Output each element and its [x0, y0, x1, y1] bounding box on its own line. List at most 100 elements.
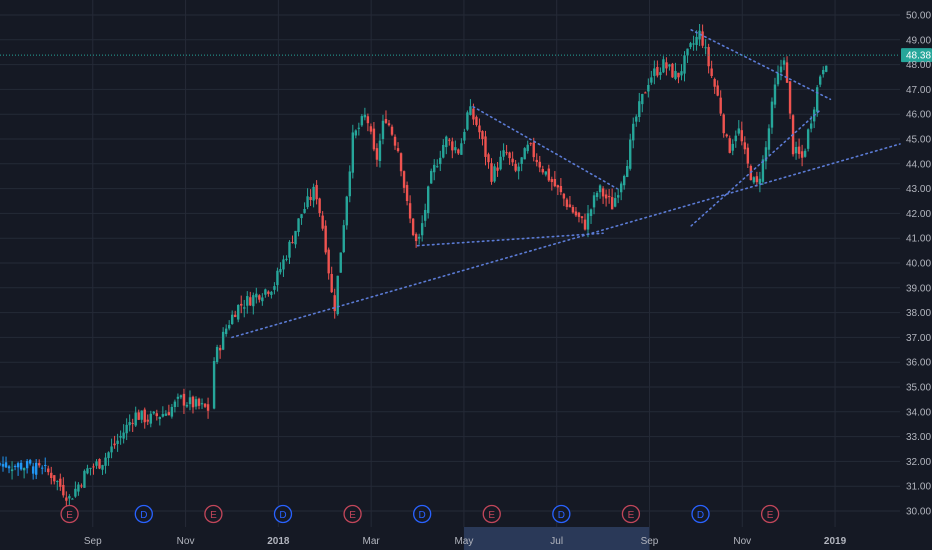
candle	[758, 171, 762, 193]
earnings-marker[interactable]: E	[204, 504, 223, 524]
candle-body	[414, 234, 418, 242]
trendline-mid-support[interactable]	[416, 232, 604, 247]
candle	[825, 65, 828, 73]
candle	[665, 57, 668, 76]
candle-body	[577, 212, 581, 217]
candle	[680, 64, 683, 81]
last-price-label: 48.38	[906, 51, 931, 62]
candle-body	[701, 31, 704, 46]
trendline-long-support[interactable]	[231, 143, 901, 339]
price-axis-label: 40.00	[906, 259, 931, 270]
candle-body	[369, 126, 373, 132]
candle-body	[454, 147, 457, 151]
candle	[98, 458, 101, 470]
candle-body	[125, 424, 128, 434]
earnings-marker[interactable]: E	[343, 504, 362, 524]
candle-body	[767, 128, 771, 150]
candle	[309, 189, 312, 206]
candle	[131, 418, 134, 432]
candle-body	[613, 198, 617, 207]
candle	[505, 144, 508, 156]
candle-body	[28, 460, 32, 464]
candle	[487, 152, 490, 169]
candle-body	[318, 198, 321, 214]
candle-body	[743, 142, 747, 150]
candle-body	[137, 412, 140, 420]
candle	[197, 397, 201, 410]
candle	[140, 410, 143, 424]
candle	[776, 65, 780, 87]
candle	[80, 483, 83, 489]
candle	[303, 202, 306, 214]
candle	[28, 458, 32, 466]
candle-body	[505, 152, 508, 154]
candle-body	[629, 139, 632, 169]
candle	[59, 473, 62, 491]
candle	[104, 452, 107, 474]
candle	[803, 148, 807, 158]
candle-body	[550, 179, 554, 182]
candle-body	[411, 218, 415, 236]
candle	[601, 186, 605, 204]
candle	[167, 404, 171, 416]
candle	[499, 150, 502, 171]
price-axis-label: 49.00	[906, 35, 931, 46]
event-marker-circle	[413, 504, 432, 524]
candle-body	[41, 467, 44, 469]
candle	[107, 451, 110, 466]
candle-body	[83, 470, 86, 488]
time-axis-label: Jul	[550, 536, 563, 547]
candle	[252, 292, 255, 315]
price-axis[interactable]: 30.00 31.00 32.00 33.00 34.00 35.00 36.00 37.00…	[906, 11, 931, 518]
candle-body	[619, 183, 623, 193]
candle	[547, 164, 551, 183]
time-axis[interactable]: Sep Nov 2018 Mar May Jul Sep Nov 2019	[84, 527, 847, 550]
candle-body	[378, 140, 382, 161]
candle-body	[683, 55, 686, 74]
candle	[113, 435, 116, 449]
candle-body	[327, 249, 330, 274]
earnings-marker[interactable]: E	[760, 504, 780, 524]
candle-body	[182, 393, 186, 406]
candle	[206, 397, 210, 419]
earnings-marker[interactable]: E	[60, 504, 79, 524]
candle-body	[677, 72, 680, 78]
candle	[321, 211, 324, 231]
candle	[56, 480, 59, 491]
trendline-nov-uptrend[interactable]	[690, 108, 822, 227]
earnings-marker[interactable]: E	[621, 504, 641, 524]
price-axis-label: 36.00	[906, 358, 931, 369]
candle-body	[598, 185, 602, 193]
candle-body	[800, 151, 804, 158]
candle-body	[707, 47, 710, 67]
dividend-marker[interactable]: D	[413, 504, 432, 524]
candle-body	[149, 413, 152, 424]
candle	[203, 403, 207, 409]
candle	[261, 293, 264, 306]
candle-body	[212, 361, 216, 409]
candle	[439, 150, 442, 172]
candle	[782, 57, 786, 71]
candle	[466, 110, 469, 131]
candle	[508, 151, 511, 165]
dividend-marker[interactable]: D	[273, 504, 293, 524]
candle-body	[595, 192, 599, 197]
candle	[13, 464, 17, 471]
dividend-marker[interactable]: D	[691, 504, 710, 524]
price-axis-label: 46.00	[906, 110, 931, 121]
earnings-marker[interactable]: E	[482, 504, 501, 524]
candle	[635, 114, 638, 127]
dividend-marker[interactable]: D	[134, 504, 153, 524]
time-axis-label: Sep	[84, 536, 102, 547]
candle	[511, 151, 514, 167]
candle	[704, 39, 707, 55]
trendline-sep-downtrend[interactable]	[690, 29, 832, 101]
candle	[638, 92, 641, 123]
candle-body	[89, 467, 92, 469]
dividend-marker[interactable]: D	[552, 504, 571, 524]
candle	[577, 211, 581, 223]
candle-body	[336, 275, 339, 315]
